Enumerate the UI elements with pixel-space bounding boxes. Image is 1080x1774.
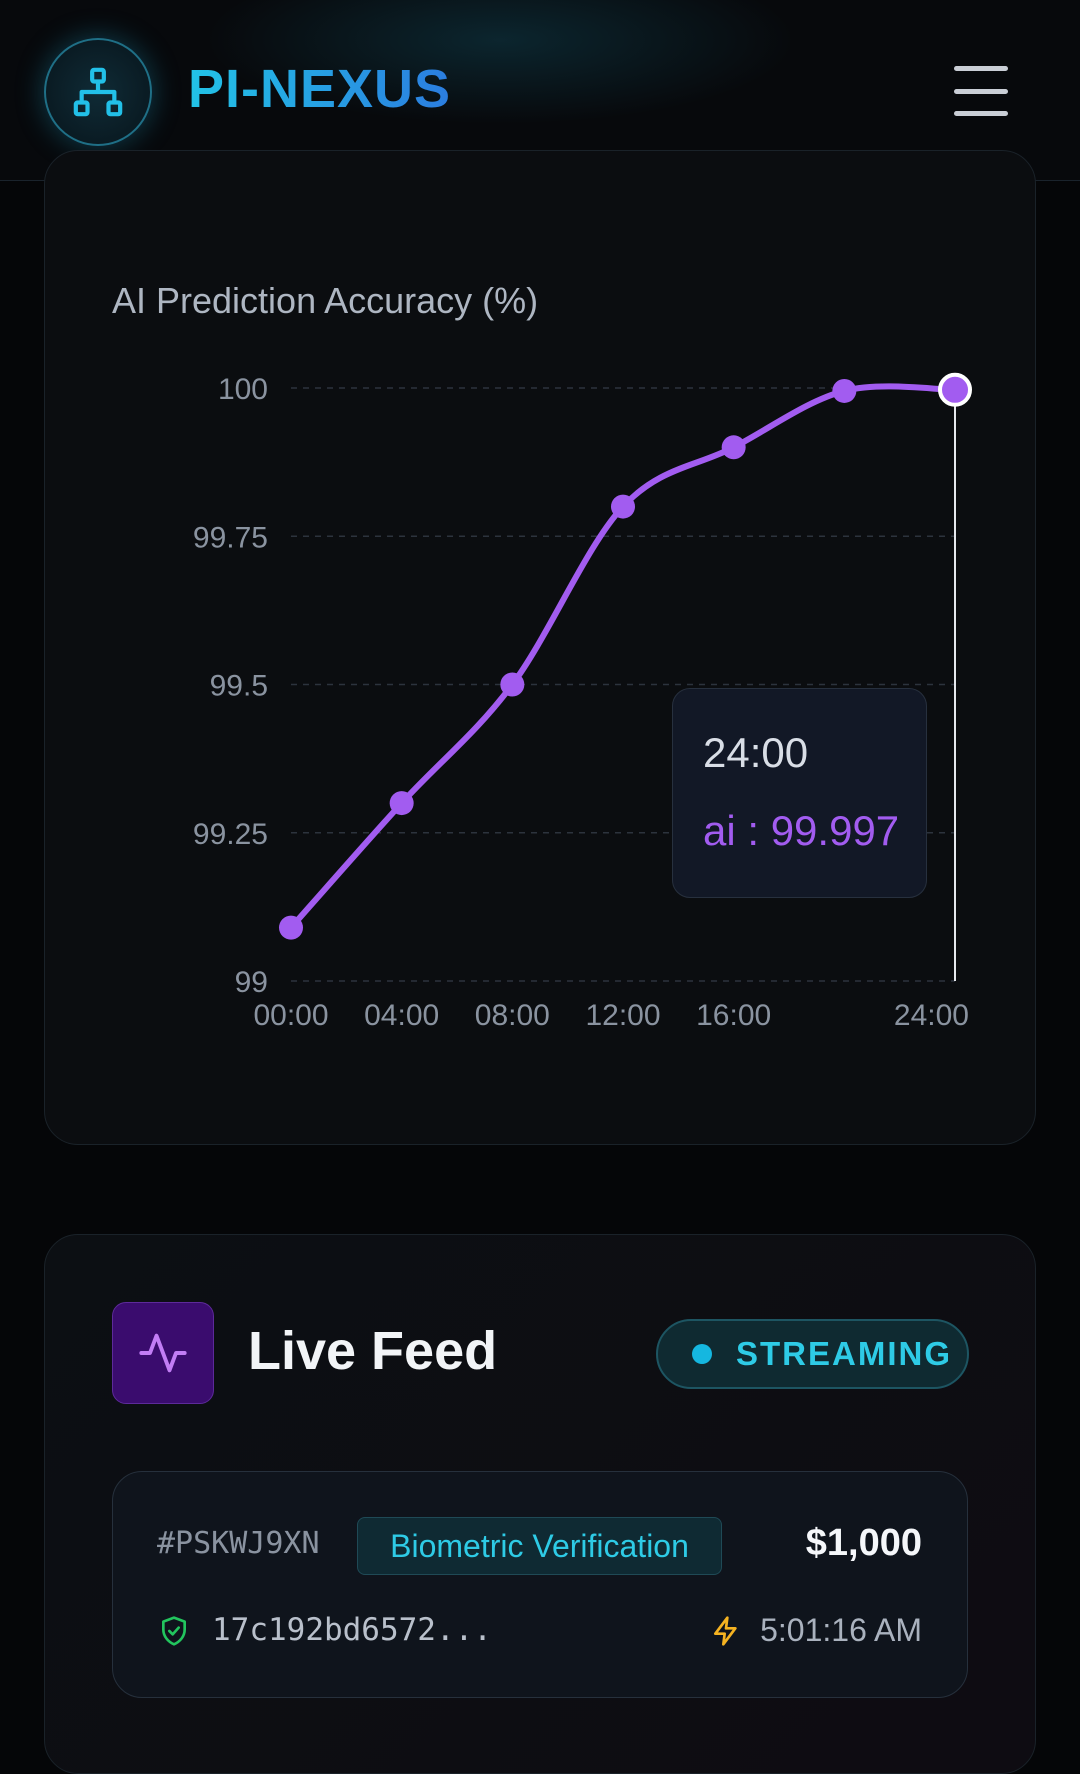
chart-tooltip: 24:00 ai : 99.997: [672, 688, 927, 898]
chart-title: AI Prediction Accuracy (%): [112, 280, 539, 321]
active-data-point: [938, 372, 972, 407]
transaction-id: #PSKWJ9XN: [157, 1526, 320, 1561]
activity-pulse-icon: [112, 1302, 214, 1404]
data-point: [721, 435, 746, 460]
accuracy-chart-card: [44, 150, 1036, 1145]
streaming-status-label: STREAMING: [736, 1335, 952, 1372]
x-tick-label: 12:00: [585, 999, 660, 1032]
tooltip-value: ai : 99.997: [703, 807, 900, 854]
data-point: [279, 915, 303, 940]
transaction-amount: $1,000: [805, 1522, 922, 1564]
x-tick-label: 04:00: [364, 999, 439, 1032]
data-point: [832, 378, 857, 403]
sitemap-icon: [73, 67, 123, 117]
transaction-type-badge: Biometric Verification: [357, 1517, 722, 1575]
y-tick-label: 99.25: [193, 818, 268, 851]
brand-name: PI-NEXUS: [188, 59, 452, 119]
transaction-hash: 17c192bd6572...: [212, 1612, 492, 1648]
accuracy-line-chart: 99 99.25 99.5 99.75 100 00:00 04:00 08:00 12:00 1…: [193, 372, 972, 1032]
data-point: [611, 494, 635, 519]
logo-badge[interactable]: [44, 38, 152, 146]
lightning-bolt-icon: [714, 1616, 737, 1646]
y-tick-label: 100: [218, 373, 268, 406]
y-tick-label: 99.5: [210, 670, 268, 703]
app-header: PI-NEXUS: [0, 0, 1080, 181]
data-point: [389, 791, 414, 816]
x-tick-label: 24:00: [894, 999, 969, 1032]
x-tick-label: 16:00: [696, 999, 771, 1032]
hamburger-menu-icon[interactable]: [954, 66, 1008, 116]
shield-check-icon: [162, 1616, 186, 1646]
x-tick-label: 00:00: [253, 999, 328, 1032]
transaction-time: 5:01:16 AM: [760, 1612, 922, 1648]
status-dot: [692, 1344, 712, 1364]
streaming-status-badge: STREAMING: [656, 1319, 969, 1389]
x-tick-label: 08:00: [475, 999, 550, 1032]
transaction-row[interactable]: [112, 1471, 968, 1698]
tooltip-time: 24:00: [703, 729, 809, 776]
live-feed-title: Live Feed: [248, 1321, 498, 1381]
data-point: [500, 672, 525, 697]
y-tick-label: 99: [235, 966, 268, 999]
y-tick-label: 99.75: [193, 521, 268, 554]
